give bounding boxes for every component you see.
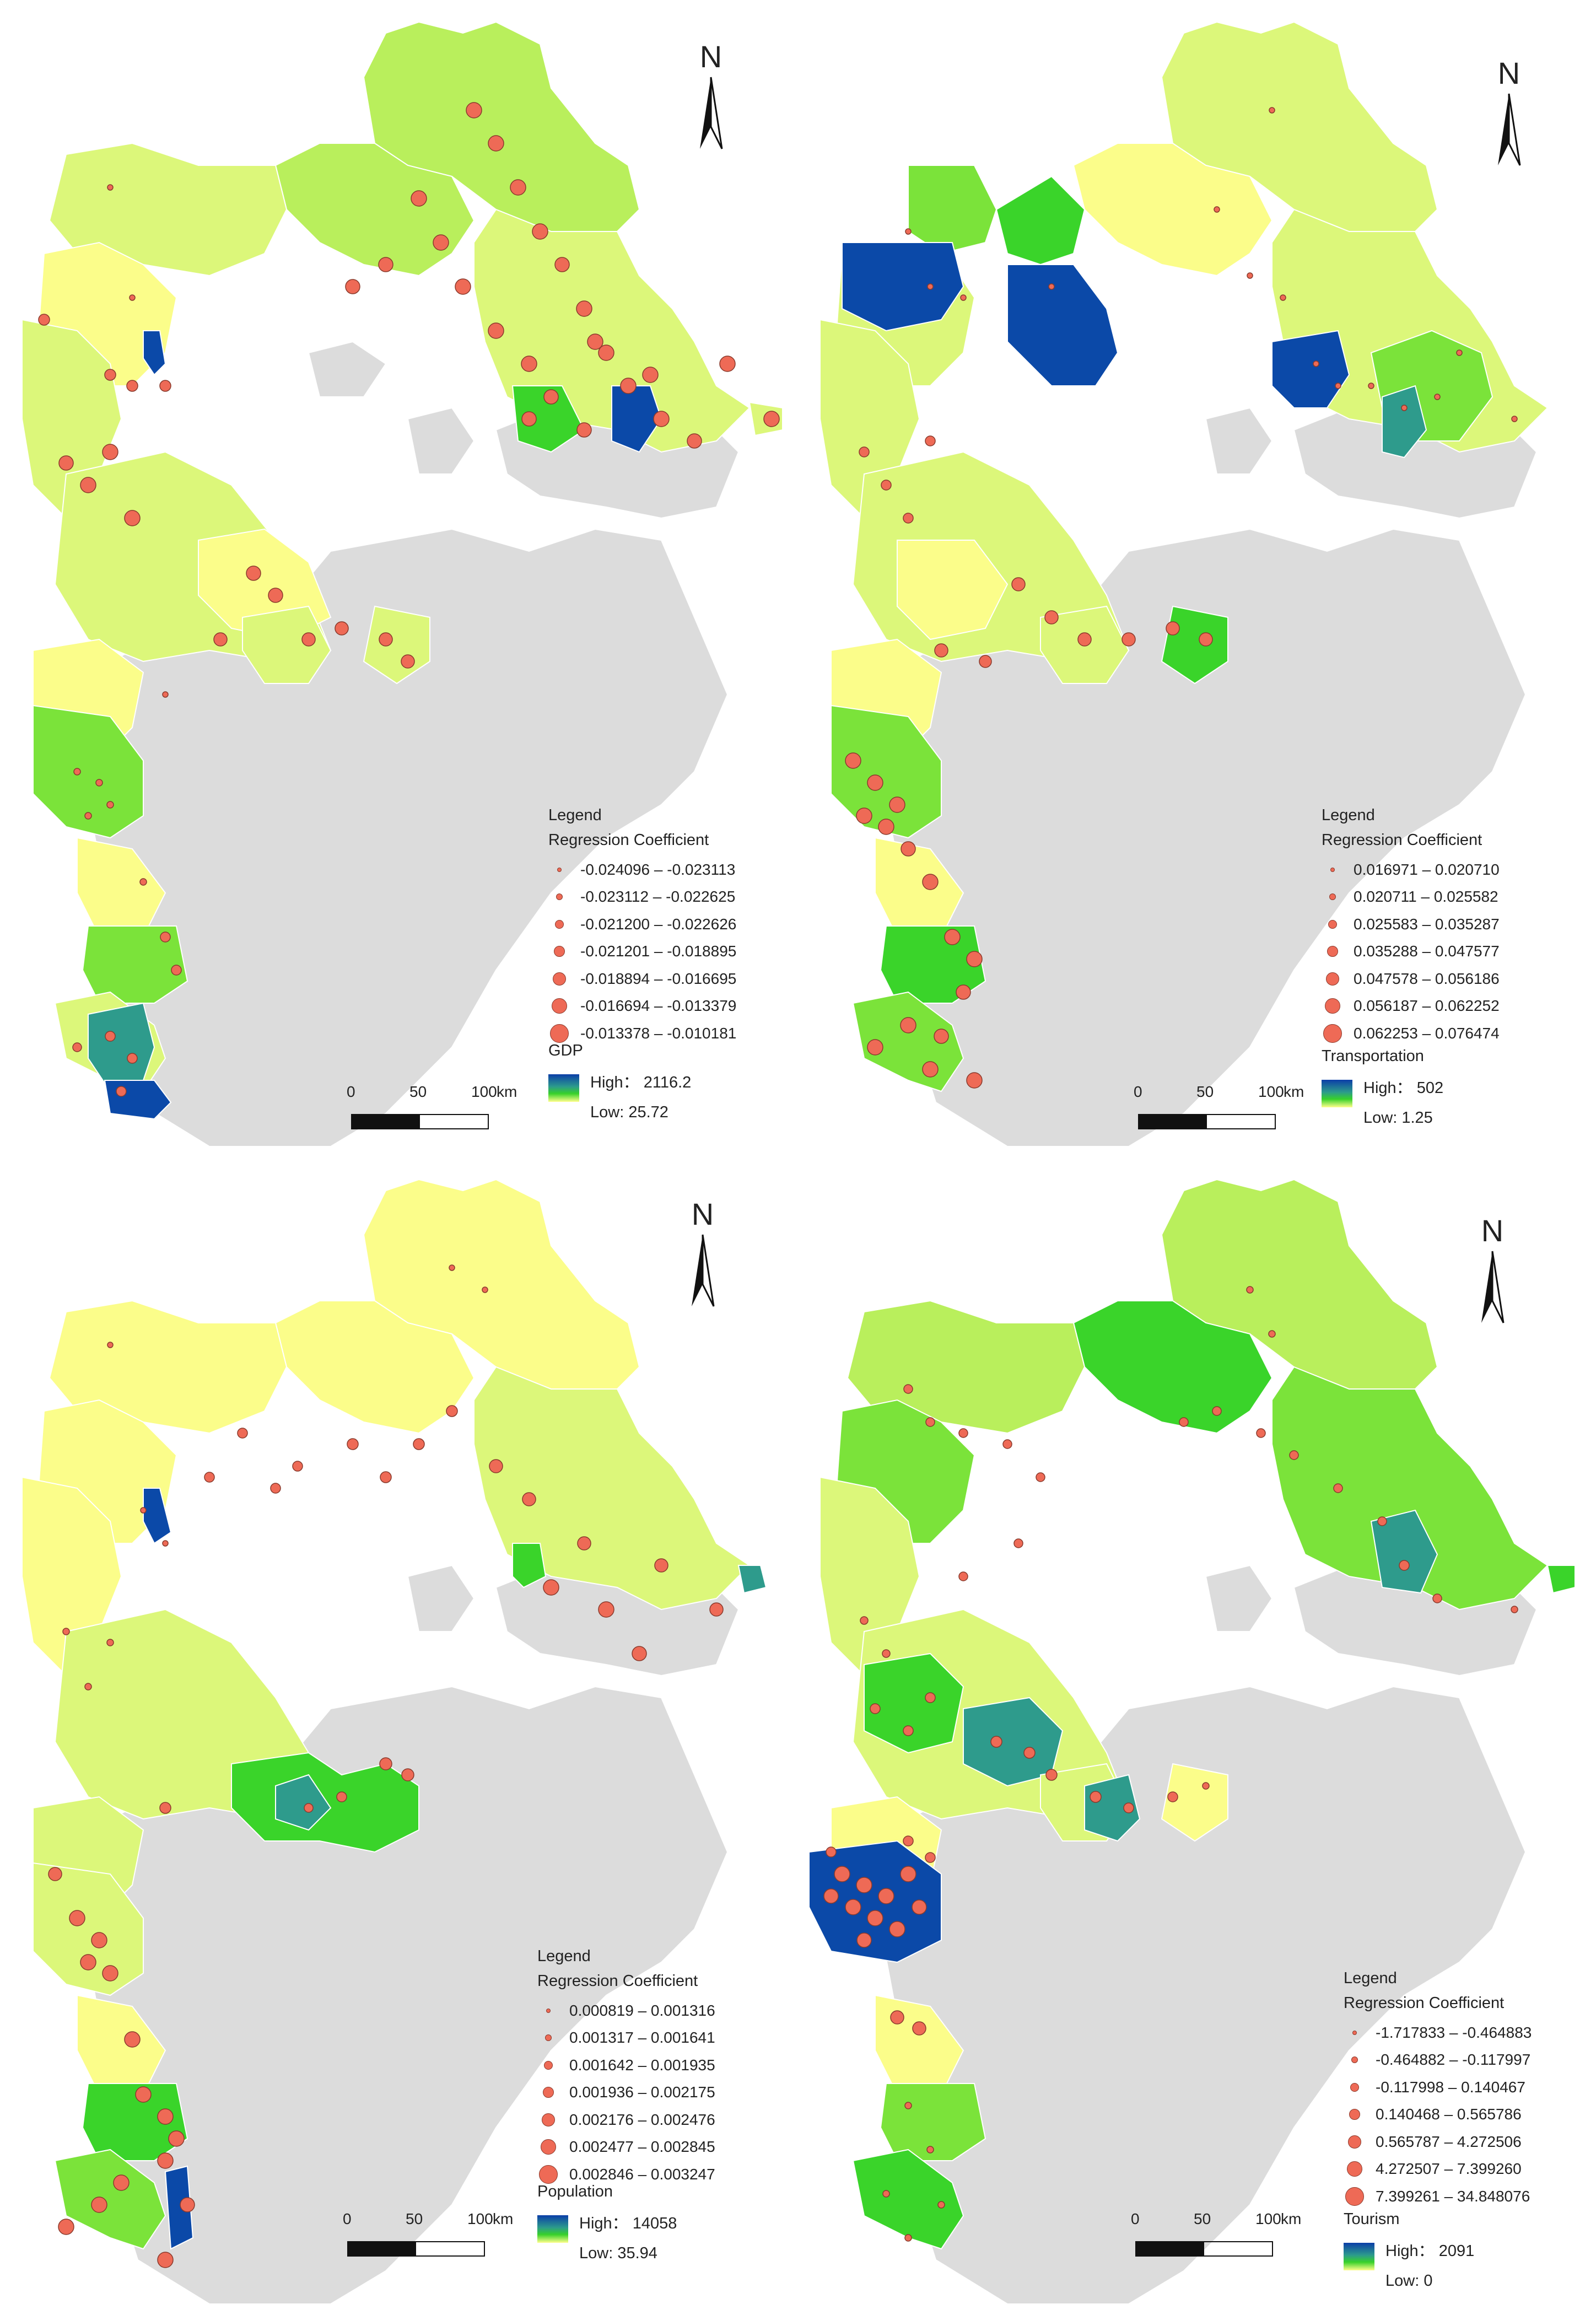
scale-bar: 0 50 100 km xyxy=(1131,2210,1301,2271)
choropleth-regions xyxy=(21,1178,767,2250)
ramp-low: 35.94 xyxy=(617,2244,657,2262)
legend-gdp: Legend Regression Coefficient -0.024096 … xyxy=(548,807,736,1047)
north-arrow: N xyxy=(1468,1213,1517,1334)
legend-class: 0.025583 – 0.035287 xyxy=(1322,911,1500,938)
legend-class: -0.117998 – 0.140467 xyxy=(1344,2074,1532,2101)
legend-class: -0.024096 – -0.023113 xyxy=(548,856,736,884)
legend-class: -0.018894 – -0.016695 xyxy=(548,965,736,993)
color-ramp-transportation: Transportation High： 502 Low: 1.25 xyxy=(1322,1047,1444,1127)
scale-bar: 0 50 100 km xyxy=(347,1083,517,1144)
legend-title: Legend xyxy=(537,1947,591,1965)
legend-class: 0.001642 – 0.001935 xyxy=(537,2052,715,2079)
legend-subtitle: Regression Coefficient xyxy=(537,1972,698,1990)
legend-class: 0.035288 – 0.047577 xyxy=(1322,938,1500,966)
map-gdp xyxy=(21,21,783,1147)
ramp-high: 2116.2 xyxy=(643,1074,692,1091)
ramp-title: Population xyxy=(537,2183,613,2200)
coefficient-points xyxy=(48,1264,724,2268)
color-ramp-gdp: GDP High： 2116.2 Low: 25.72 xyxy=(548,1042,692,1121)
legend-class: 7.399261 – 34.848076 xyxy=(1344,2183,1532,2210)
color-ramp-tourism: Tourism High： 2091 Low: 0 xyxy=(1344,2210,1475,2290)
legend-class: 0.047578 – 0.056186 xyxy=(1322,965,1500,993)
legend-class: -0.021201 – -0.018895 xyxy=(548,938,736,966)
north-arrow-icon xyxy=(1498,93,1521,166)
map-transportation xyxy=(819,21,1549,1147)
north-arrow-icon xyxy=(700,77,723,149)
legend-class: -0.021200 – -0.022626 xyxy=(548,911,736,938)
north-arrow: N xyxy=(686,39,736,160)
ramp-high: 2091 xyxy=(1438,2242,1475,2260)
legend-transportation: Legend Regression Coefficient 0.016971 –… xyxy=(1322,807,1500,1047)
legend-class: 4.272507 – 7.399260 xyxy=(1344,2156,1532,2183)
coefficient-points xyxy=(823,1286,1518,2242)
legend-subtitle: Regression Coefficient xyxy=(548,831,709,849)
coefficient-points xyxy=(845,107,1518,1089)
north-arrow: N xyxy=(678,1196,727,1317)
map-population xyxy=(21,1178,767,2305)
north-label: N xyxy=(699,39,722,74)
north-arrow-icon xyxy=(692,1234,715,1307)
legend-title: Legend xyxy=(1344,1969,1397,1987)
ramp-low: 0 xyxy=(1424,2272,1433,2290)
ramp-low: 1.25 xyxy=(1401,1109,1433,1127)
legend-class: -0.464882 – -0.117997 xyxy=(1344,2047,1532,2074)
legend-class: 0.001317 – 0.001641 xyxy=(537,2025,715,2052)
ramp-swatch xyxy=(537,2215,568,2243)
choropleth-regions xyxy=(808,1178,1576,2250)
choropleth-regions xyxy=(21,21,783,1120)
legend-class: 0.140468 – 0.565786 xyxy=(1344,2101,1532,2129)
coefficient-points xyxy=(38,102,780,1097)
legend-class: 0.000819 – 0.001316 xyxy=(537,1997,715,2025)
panel-population: N Legend Regression Coefficient 0.000819… xyxy=(0,1158,798,2315)
legend-class: 0.020711 – 0.025582 xyxy=(1322,884,1500,911)
panel-transportation: N Legend Regression Coefficient 0.016971… xyxy=(798,0,1596,1158)
choropleth-regions xyxy=(819,21,1549,1092)
scale-bar: 0 50 100 km xyxy=(1134,1083,1304,1144)
ramp-title: GDP xyxy=(548,1042,583,1059)
ramp-swatch xyxy=(548,1074,579,1102)
color-ramp-population: Population High： 14058 Low: 35.94 xyxy=(537,2183,677,2262)
legend-class: 0.002477 – 0.002845 xyxy=(537,2134,715,2161)
ramp-low: 25.72 xyxy=(628,1103,668,1121)
panel-gdp: N Legend Regression Coefficient -0.02409… xyxy=(0,0,798,1158)
legend-class: 0.062253 – 0.076474 xyxy=(1322,1020,1500,1047)
legend-population: Legend Regression Coefficient 0.000819 –… xyxy=(537,1948,715,2188)
legend-subtitle: Regression Coefficient xyxy=(1322,831,1482,849)
north-arrow-icon xyxy=(1481,1251,1505,1323)
ramp-title: Tourism xyxy=(1344,2210,1400,2228)
ramp-high: 14058 xyxy=(632,2215,677,2232)
legend-class: -0.023112 – -0.022625 xyxy=(548,884,736,911)
north-label: N xyxy=(1497,56,1520,90)
legend-class: 0.002846 – 0.003247 xyxy=(537,2161,715,2188)
ramp-title: Transportation xyxy=(1322,1047,1424,1065)
north-arrow: N xyxy=(1484,55,1534,176)
scale-bar: 0 50 100 km xyxy=(343,2210,513,2271)
legend-class: -1.717833 – -0.464883 xyxy=(1344,2019,1532,2047)
legend-title: Legend xyxy=(548,806,602,824)
ramp-high: 502 xyxy=(1416,1079,1444,1097)
legend-class: 0.056187 – 0.062252 xyxy=(1322,993,1500,1020)
ramp-swatch xyxy=(1322,1080,1352,1107)
legend-tourism: Legend Regression Coefficient -1.717833 … xyxy=(1344,1971,1532,2210)
legend-class: -0.013378 – -0.010181 xyxy=(548,1020,736,1047)
ramp-swatch xyxy=(1344,2243,1374,2270)
north-label: N xyxy=(691,1197,714,1231)
legend-class: -0.016694 – -0.013379 xyxy=(548,993,736,1020)
map-tourism xyxy=(808,1178,1576,2305)
north-label: N xyxy=(1481,1213,1504,1248)
legend-class: 0.565787 – 4.272506 xyxy=(1344,2128,1532,2156)
legend-title: Legend xyxy=(1322,806,1375,824)
panel-tourism: N Legend Regression Coefficient -1.71783… xyxy=(798,1158,1596,2315)
legend-class: 0.001936 – 0.002175 xyxy=(537,2079,715,2107)
legend-subtitle: Regression Coefficient xyxy=(1344,1994,1505,2012)
legend-class: 0.016971 – 0.020710 xyxy=(1322,856,1500,884)
legend-class: 0.002176 – 0.002476 xyxy=(537,2106,715,2134)
